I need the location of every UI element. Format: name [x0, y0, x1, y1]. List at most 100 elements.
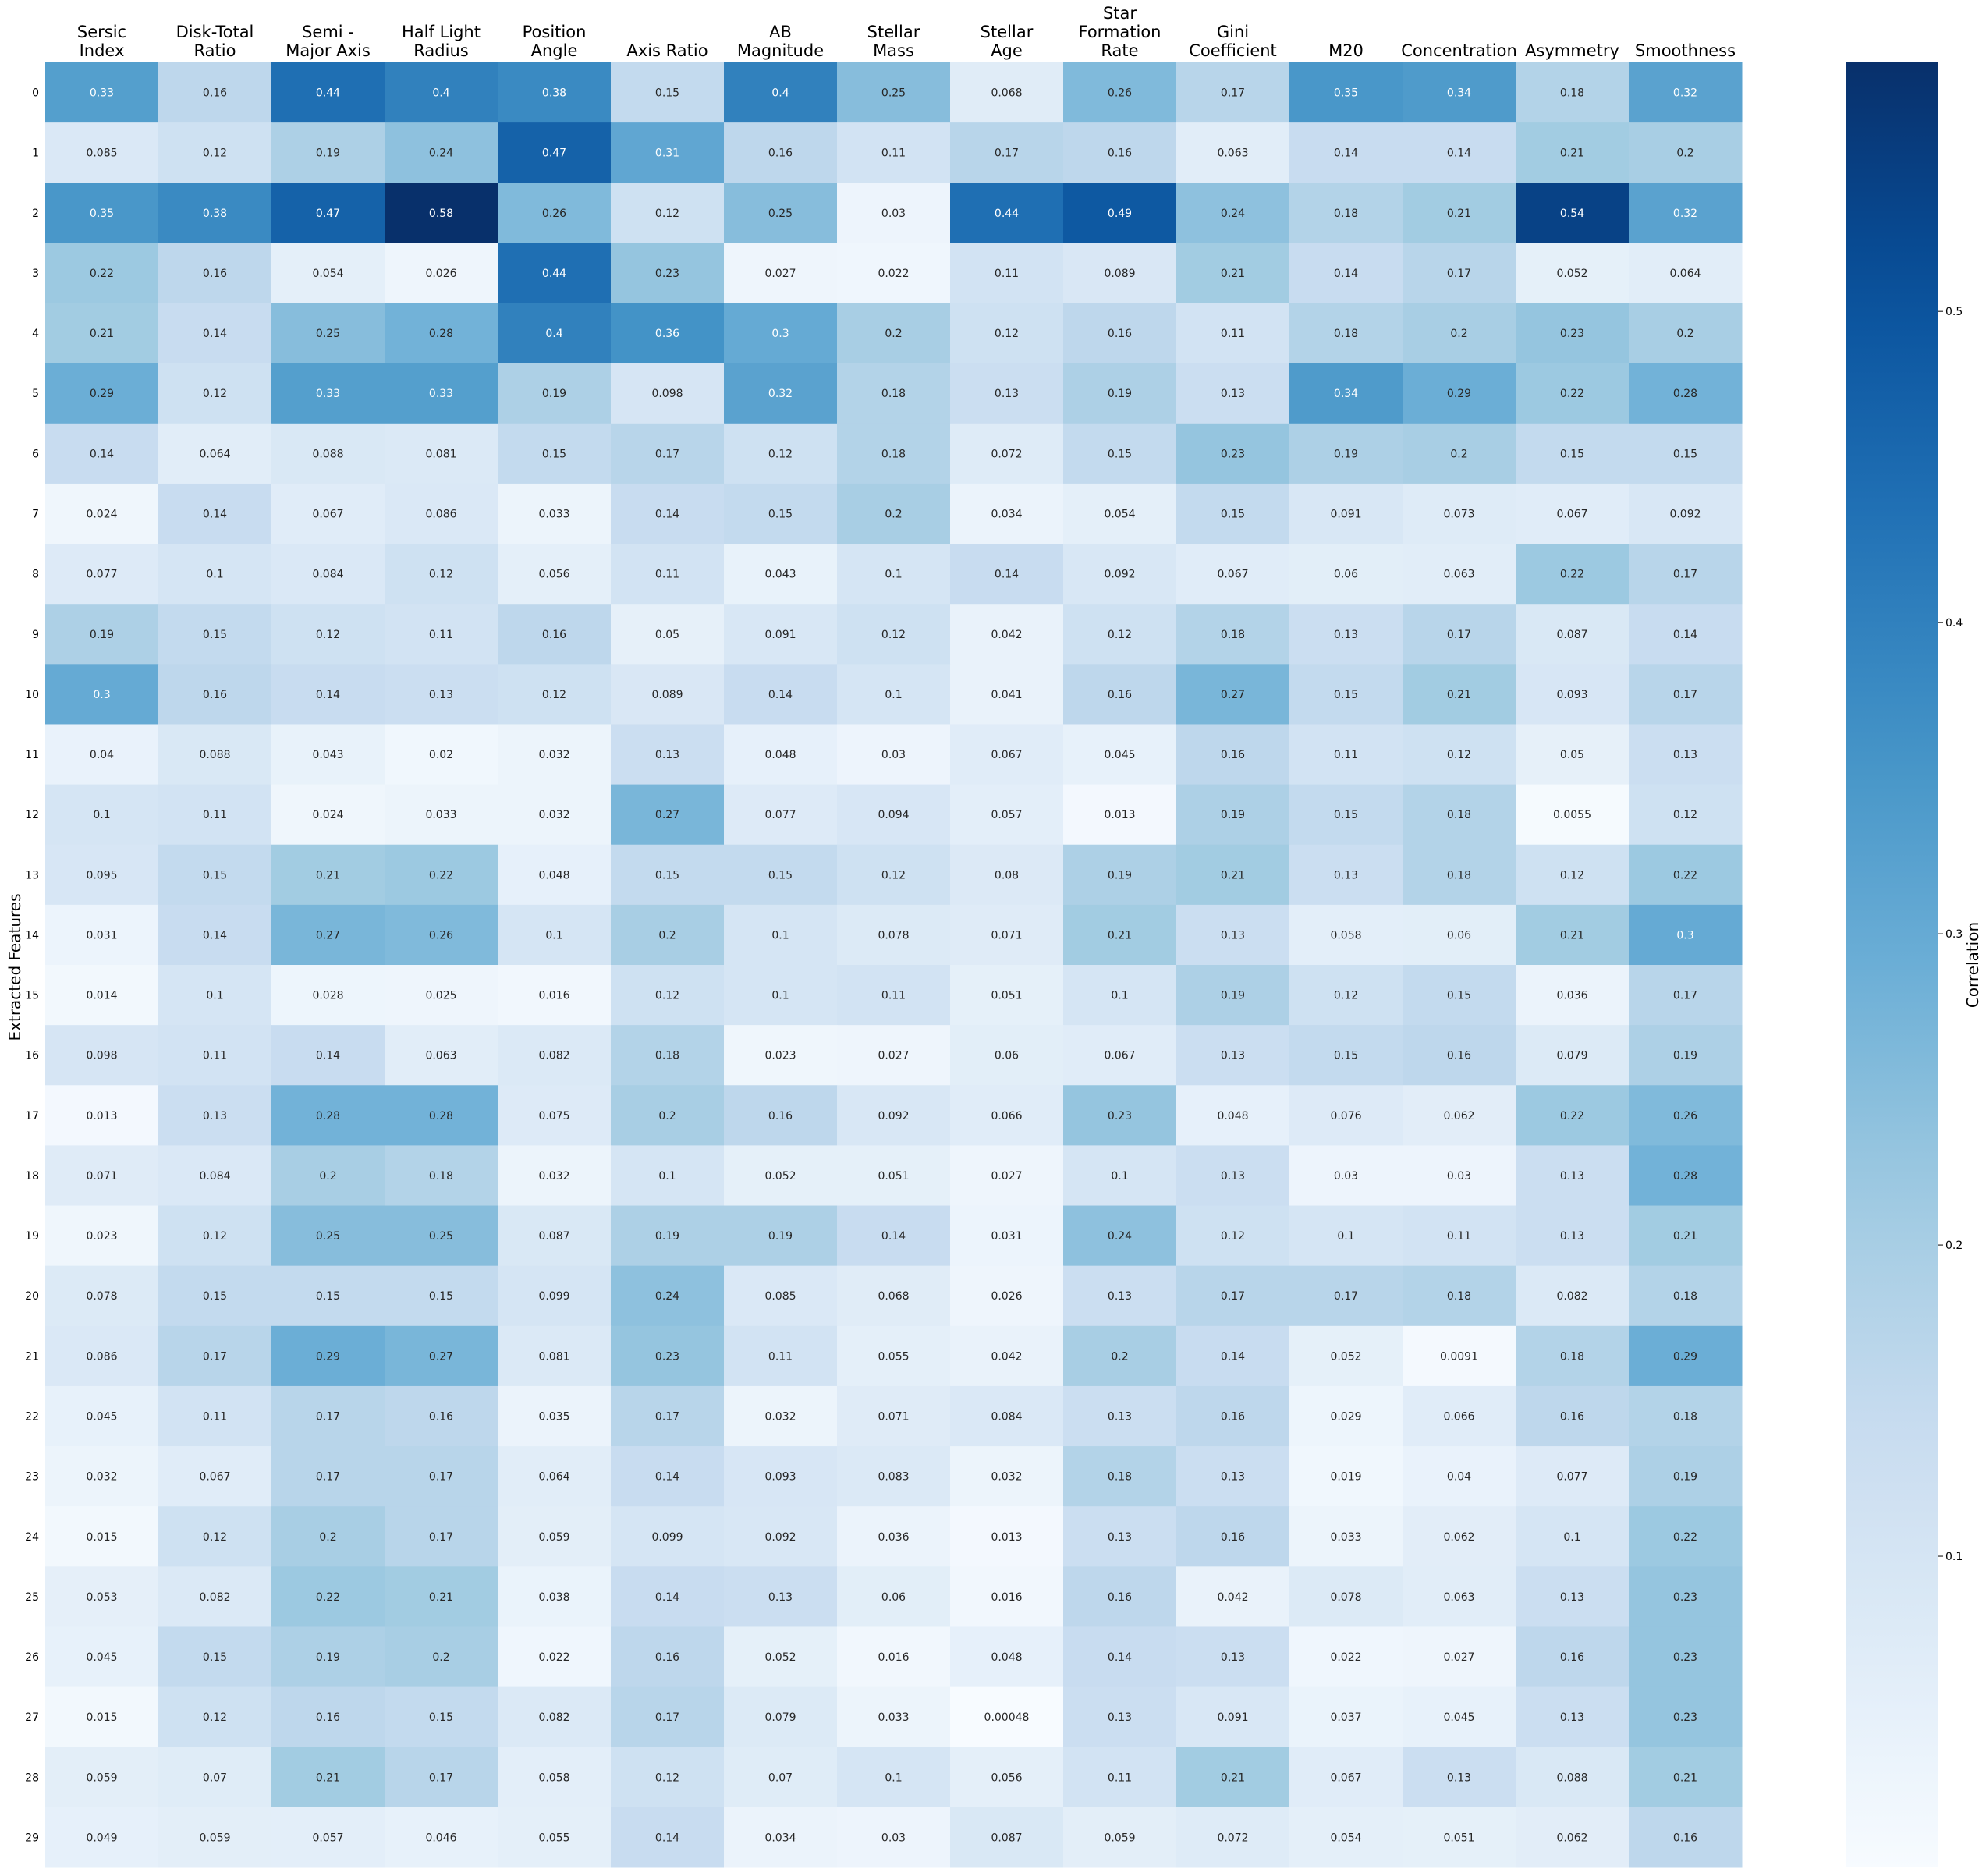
cell-value-label: 0.15	[1447, 990, 1471, 1002]
cell-value-label: 0.17	[203, 1350, 227, 1363]
cell-value-label: 0.28	[1673, 388, 1697, 400]
cell-value-label: 0.054	[312, 268, 343, 280]
heatmap-cell	[837, 1385, 951, 1447]
cell-value-label: 0.033	[878, 1711, 909, 1724]
heatmap-cell	[1403, 1325, 1516, 1387]
cell-value-label: 0.13	[429, 689, 453, 701]
cell-value-label: 0.036	[878, 1531, 909, 1544]
cell-value-label: 0.44	[542, 268, 566, 280]
cell-value-label: 0.054	[1330, 1832, 1361, 1844]
heatmap-cell	[1629, 1145, 1743, 1207]
heatmap-cell	[724, 243, 838, 304]
heatmap-cell	[45, 904, 159, 966]
cell-value-label: 0.21	[1560, 147, 1584, 160]
heatmap-cell	[1629, 904, 1743, 966]
cell-value-label: 0.03	[881, 749, 906, 761]
cell-value-label: 0.057	[312, 1832, 343, 1844]
heatmap-cell	[724, 1807, 838, 1868]
heatmap-cell	[837, 904, 951, 966]
heatmap-cell	[498, 122, 612, 183]
heatmap-cell	[611, 243, 725, 304]
cell-value-label: 0.12	[542, 689, 566, 701]
heatmap-cell	[1176, 844, 1290, 906]
cell-value-label: 0.072	[991, 448, 1022, 460]
cell-value-label: 0.046	[425, 1832, 456, 1844]
heatmap-cell	[45, 243, 159, 304]
heatmap-cell	[1516, 904, 1630, 966]
cell-value-label: 0.14	[1447, 147, 1471, 160]
heatmap-cell	[385, 664, 498, 725]
row-label: 21	[25, 1350, 39, 1363]
cell-value-label: 0.03	[1447, 1170, 1471, 1183]
heatmap-cell	[385, 483, 498, 544]
cell-value-label: 0.28	[429, 1110, 453, 1122]
heatmap-cell	[837, 1265, 951, 1327]
heatmap-cell	[1289, 243, 1403, 304]
heatmap-cell	[385, 122, 498, 183]
cell-value-label: 0.14	[203, 509, 227, 521]
heatmap-cell	[837, 183, 951, 243]
heatmap-cell	[1063, 1446, 1177, 1507]
heatmap-cell	[1063, 1385, 1177, 1447]
heatmap-cell	[498, 844, 612, 906]
heatmap-cell	[950, 1325, 1064, 1387]
cell-value-label: 0.17	[1221, 87, 1245, 100]
cell-value-label: 0.1	[545, 929, 562, 942]
cell-value-label: 0.2	[658, 1110, 676, 1122]
heatmap-cell	[1176, 62, 1290, 123]
heatmap-cell	[724, 1446, 838, 1507]
cell-value-label: 0.29	[1447, 388, 1471, 400]
cell-value-label: 0.2	[1450, 328, 1467, 340]
heatmap-cell	[498, 604, 612, 665]
heatmap-cell	[158, 62, 272, 123]
cell-value-label: 0.033	[1330, 1531, 1361, 1544]
cell-value-label: 0.25	[316, 328, 340, 340]
cell-value-label: 0.093	[764, 1471, 796, 1484]
heatmap-cell	[1516, 1385, 1630, 1447]
cell-value-label: 0.051	[1443, 1832, 1474, 1844]
row-label: 4	[32, 328, 39, 340]
cell-value-label: 0.13	[1221, 1050, 1245, 1062]
heatmap-cell	[498, 1566, 612, 1627]
heatmap-cell	[1629, 664, 1743, 725]
column-label: Disk-Total	[176, 23, 254, 41]
column-label: Sersic	[77, 23, 126, 41]
colorbar-gradient	[1846, 62, 1938, 1867]
cell-value-label: 0.15	[1334, 1050, 1358, 1062]
heatmap-cell	[950, 544, 1064, 605]
heatmap-cell	[837, 423, 951, 484]
heatmap-cell	[45, 363, 159, 424]
cell-value-label: 0.12	[203, 388, 227, 400]
heatmap-cell	[498, 1807, 612, 1868]
cell-value-label: 0.13	[1221, 1170, 1245, 1183]
cell-value-label: 0.16	[655, 1651, 679, 1664]
heatmap-cell	[1629, 483, 1743, 544]
heatmap-cell	[1516, 1265, 1630, 1327]
cell-value-label: 0.022	[1330, 1651, 1361, 1664]
heatmap-cell	[1289, 1025, 1403, 1086]
heatmap-cell	[611, 1566, 725, 1627]
cell-value-label: 0.25	[316, 1230, 340, 1243]
heatmap-cell	[1516, 1807, 1630, 1868]
cell-value-label: 0.016	[878, 1651, 909, 1664]
heatmap-cell	[1063, 664, 1177, 725]
heatmap-cell	[158, 604, 272, 665]
cell-value-label: 0.18	[1334, 328, 1358, 340]
heatmap-cell	[1289, 122, 1403, 183]
cell-value-label: 0.08	[995, 869, 1019, 881]
cell-value-label: 0.13	[1221, 929, 1245, 942]
heatmap-cell	[498, 1446, 612, 1507]
cell-value-label: 0.081	[538, 1350, 569, 1363]
cell-value-label: 0.067	[1217, 569, 1248, 581]
cell-value-label: 0.088	[1556, 1771, 1587, 1784]
cell-value-label: 0.28	[316, 1110, 340, 1122]
heatmap-cell	[611, 1385, 725, 1447]
column-label: Ratio	[194, 41, 236, 60]
cell-value-label: 0.15	[203, 1651, 227, 1664]
heatmap-cell	[1063, 1626, 1177, 1688]
cell-value-label: 0.015	[86, 1531, 117, 1544]
cell-value-label: 0.083	[878, 1471, 909, 1484]
cell-value-label: 0.13	[1560, 1230, 1584, 1243]
cell-value-label: 0.048	[538, 869, 569, 881]
